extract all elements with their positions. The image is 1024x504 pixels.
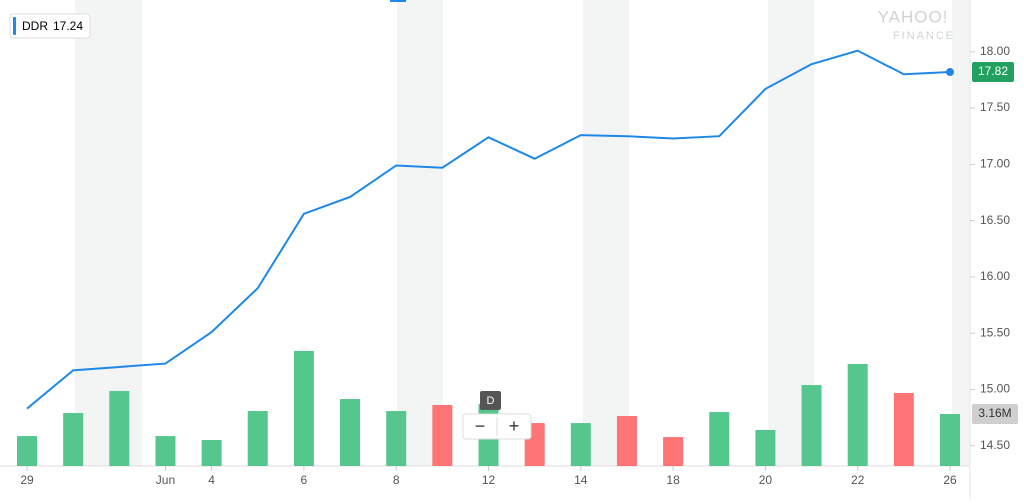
volume-bar	[663, 437, 684, 466]
volume-bar	[940, 414, 960, 466]
volume-tag-label: 3.16M	[978, 406, 1011, 420]
band	[397, 0, 443, 466]
x-tick-label: 29	[20, 473, 34, 487]
band	[583, 0, 629, 466]
x-tick-label: 14	[574, 473, 588, 487]
x-tick-label: 8	[393, 473, 400, 487]
volume-bar	[570, 423, 591, 466]
volume-bar	[340, 399, 361, 466]
volume-bar	[755, 429, 776, 466]
x-tick-label: 6	[301, 473, 308, 487]
x-tick-label: 20	[759, 473, 773, 487]
y-tick-label: 15.00	[980, 382, 1010, 396]
volume-bar	[293, 351, 314, 466]
volume-bar	[847, 363, 868, 466]
y-tick-label: 16.00	[980, 269, 1010, 283]
x-tick-label: 26	[943, 473, 957, 487]
band	[952, 0, 970, 466]
volume-bar	[247, 411, 268, 466]
price-line	[26, 49, 951, 410]
y-tick-label: 18.00	[980, 44, 1010, 58]
tooltip-symbol: DDR	[22, 19, 48, 33]
y-tick-label: 17.00	[980, 157, 1010, 171]
volume-bar	[432, 404, 453, 466]
x-tick-label: 4	[208, 473, 215, 487]
band	[75, 0, 142, 466]
x-tick-label: 18	[666, 473, 680, 487]
interval-label[interactable]: D	[487, 395, 495, 407]
volume-bar	[616, 415, 637, 466]
zoom-out[interactable]: −	[475, 416, 486, 436]
watermark: FINANCE	[893, 30, 955, 42]
volume-bar	[63, 413, 84, 466]
y-tick-label: 17.50	[980, 100, 1010, 114]
last-point	[946, 68, 954, 77]
x-tick-label: 12	[482, 473, 496, 487]
tooltip-value: 17.24	[53, 19, 83, 33]
x-tick-label: Jun	[156, 473, 175, 487]
y-tick-label: 14.50	[980, 438, 1010, 452]
week-bands	[75, 0, 970, 466]
y-tick-label: 16.50	[980, 213, 1010, 227]
zoom-in[interactable]: +	[509, 416, 520, 436]
volume-bar	[801, 385, 822, 466]
volume-bar	[386, 411, 407, 466]
volume-bar	[109, 390, 130, 466]
price-tag-label: 17.82	[978, 64, 1008, 78]
tooltip-swatch	[13, 17, 16, 35]
price-tag	[972, 62, 1014, 83]
plot: 14.50 15.00 15.50 16.00 16.50 17.00 17.50 18.00…	[17, 44, 1018, 487]
volume-bar	[201, 440, 222, 466]
watermark: YAHOO!	[878, 7, 949, 26]
volume-bar	[155, 436, 176, 466]
volume-tag	[972, 404, 1018, 425]
interval-badge[interactable]	[480, 391, 501, 410]
volume-bar	[893, 392, 914, 466]
x-tick-label: 22	[851, 473, 865, 487]
top-marker	[390, 0, 406, 2]
volume-bar	[17, 436, 37, 466]
volume-bar	[709, 412, 730, 466]
tooltip	[9, 13, 91, 39]
y-tick-label: 15.50	[980, 325, 1010, 339]
